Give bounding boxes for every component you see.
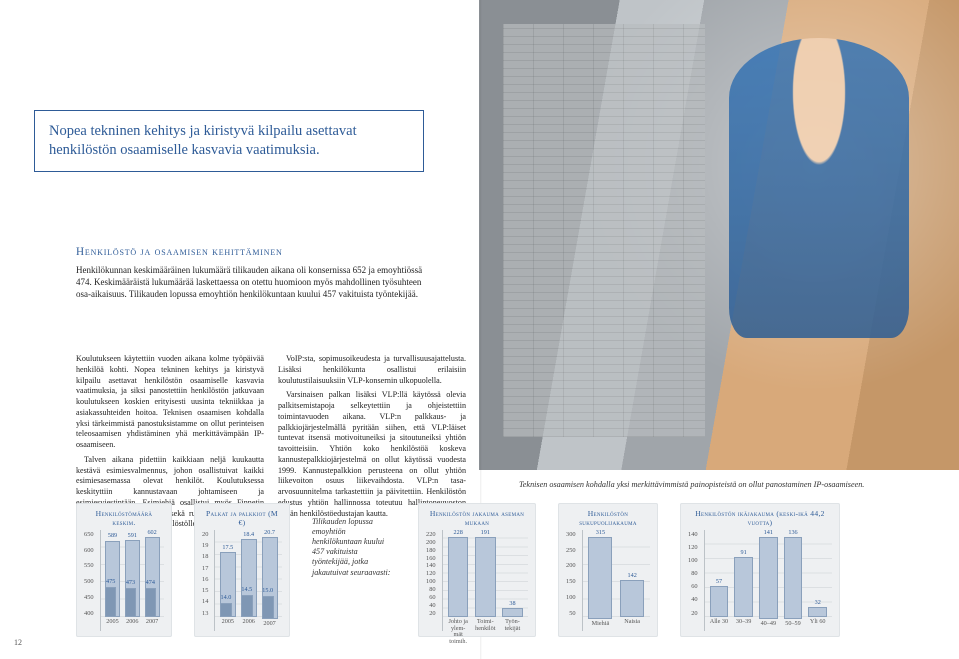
bar-label: Yli 60 (810, 617, 826, 631)
bar-value: 228 (454, 530, 463, 536)
pull-quote-box: Nopea tekninen kehitys ja kiristyvä kilp… (34, 110, 424, 172)
bar-label: 2005 (106, 617, 118, 631)
bar-value: 18.4 (243, 532, 254, 538)
chart-salaries: Palkat ja palkkiot (M €) 201918171615141… (194, 503, 290, 637)
chart-title: Henkilöstön ikäjakauma (keski-ikä 44,2 v… (688, 509, 832, 527)
bar-label: Johto ja ylem- mät toimih. (445, 617, 472, 631)
bar-label: 2006 (126, 617, 138, 631)
photo-caption: Teknisen osaamisen kohdalla yksi merkitt… (519, 480, 939, 489)
bar-value: 38 (509, 601, 515, 607)
chart-headcount: Henkilöstömäärä keskim. 6506005505004504… (76, 503, 172, 637)
bar-label: 50–59 (785, 619, 800, 631)
bar-label: 2005 (222, 617, 234, 631)
bar-label: 2007 (263, 619, 275, 631)
bar: 589 475 2005 (103, 530, 123, 631)
chart-body: 22020018016014012010080604020 228 Johto j… (426, 530, 528, 631)
pull-quote-text: Nopea tekninen kehitys ja kiristyvä kilp… (49, 123, 357, 158)
chart-body: 650600550500450400 589 475 2005591 473 (84, 530, 164, 631)
bar: 228 Johto ja ylem- mät toimih. (445, 530, 472, 631)
bar-value: 17.5 (222, 545, 233, 551)
chart-age: Henkilöstön ikäjakauma (keski-ikä 44,2 v… (680, 503, 840, 637)
plot-area: 17.5 14.0 200518.4 14.5 2006 20.7 (214, 530, 282, 631)
bar: 142 Naisia (616, 530, 648, 631)
bar-value: 142 (628, 573, 637, 579)
chart-position: Henkilöstön jakauma aseman mukaan 220200… (418, 503, 536, 637)
bar: 141 40–49 (756, 530, 781, 631)
bar: 315 Miehiä (585, 530, 617, 631)
chart-title: Henkilöstön sukupuolijakauma (566, 509, 650, 527)
bar-value: 591 (128, 533, 137, 539)
bar-value: 57 (716, 579, 722, 585)
y-axis: 22020018016014012010080604020 (426, 530, 438, 631)
charts-row: Henkilöstömäärä keskim. 6506005505004504… (76, 503, 929, 637)
bar: 91 30–39 (731, 530, 756, 631)
chart-title: Palkat ja palkkiot (M €) (202, 509, 282, 527)
bar-label: Toimi- henkilöt (475, 617, 495, 631)
bar-label: Miehiä (592, 619, 610, 631)
bar-label: 40–49 (761, 619, 776, 631)
bar: 18.4 14.5 2006 (238, 530, 259, 631)
bar: 136 50–59 (781, 530, 806, 631)
bar-value: 315 (596, 530, 605, 536)
bar: 20.7 15.0 2007 (259, 530, 280, 631)
plot-area: 228 Johto ja ylem- mät toimih. 191 Toimi- h… (442, 530, 528, 631)
bar: 38 Työn- tekijät (499, 530, 526, 631)
page-spread: Nopea tekninen kehitys ja kiristyvä kilp… (0, 0, 959, 659)
bar: 191 Toimi- henkilöt (472, 530, 499, 631)
bar-label: 2006 (243, 617, 255, 631)
chart-gender: Henkilöstön sukupuolijakauma 30025020015… (558, 503, 658, 637)
plot-area: 57 Alle 30 91 30–39 141 40–49 136 50–59 32 Yli 60 (704, 530, 832, 631)
bar-value: 191 (481, 530, 490, 536)
chart-body: 14012010080604020 57 Alle 30 91 30–39 141 40–… (688, 530, 832, 631)
plot-area: 315 Miehiä 142 Naisia (582, 530, 650, 631)
bar-label: Alle 30 (710, 617, 728, 631)
bar-value: 589 (108, 533, 117, 539)
y-axis: 14012010080604020 (688, 530, 700, 631)
bar-label: 30–39 (736, 617, 751, 631)
y-axis: 30025020015010050 (566, 530, 578, 631)
bar-label: Työn- tekijät (505, 617, 520, 631)
bar-value: 136 (788, 530, 797, 536)
bar: 602 474 2007 (142, 530, 162, 631)
bar-label: Naisia (624, 617, 640, 631)
body-paragraph: VoIP:sta, sopimusoikeudesta ja turvallis… (278, 354, 466, 386)
section-heading: Henkilöstö ja osaamisen kehittäminen (76, 246, 283, 258)
chart-body: 2019181716151413 17.5 14.0 200518.4 14.5 (202, 530, 282, 631)
page-number: 12 (14, 638, 22, 647)
bar-value: 32 (815, 600, 821, 606)
plot-area: 589 475 2005591 473 2006 602 (100, 530, 164, 631)
bar: 17.5 14.0 2005 (217, 530, 238, 631)
hero-photo (479, 0, 959, 470)
intro-paragraph: Henkilökunnan keskimääräinen lukumäärä t… (76, 264, 436, 300)
y-axis: 650600550500450400 (84, 530, 96, 631)
body-paragraph: Varsinaisen palkan lisäksi VLP:llä käytö… (278, 390, 466, 519)
bar-label: 2007 (146, 617, 158, 631)
bar-value: 602 (147, 530, 156, 536)
chart-title: Henkilöstön jakauma aseman mukaan (426, 509, 528, 527)
bar-value: 91 (741, 550, 747, 556)
bar: 591 473 2006 (122, 530, 142, 631)
body-paragraph: Koulutukseen käytettiin vuoden aikana ko… (76, 354, 264, 451)
bar-value: 20.7 (264, 530, 275, 536)
chart-body: 30025020015010050 315 Miehiä 142 Naisia (566, 530, 650, 631)
bar-value: 141 (764, 530, 773, 536)
bar: 32 Yli 60 (805, 530, 830, 631)
chart-title: Henkilöstömäärä keskim. (84, 509, 164, 527)
charts-sideinfo: Tilikauden lopussa emoyhtiön henkilökunt… (312, 503, 396, 637)
bar: 57 Alle 30 (707, 530, 732, 631)
y-axis: 2019181716151413 (202, 530, 210, 631)
